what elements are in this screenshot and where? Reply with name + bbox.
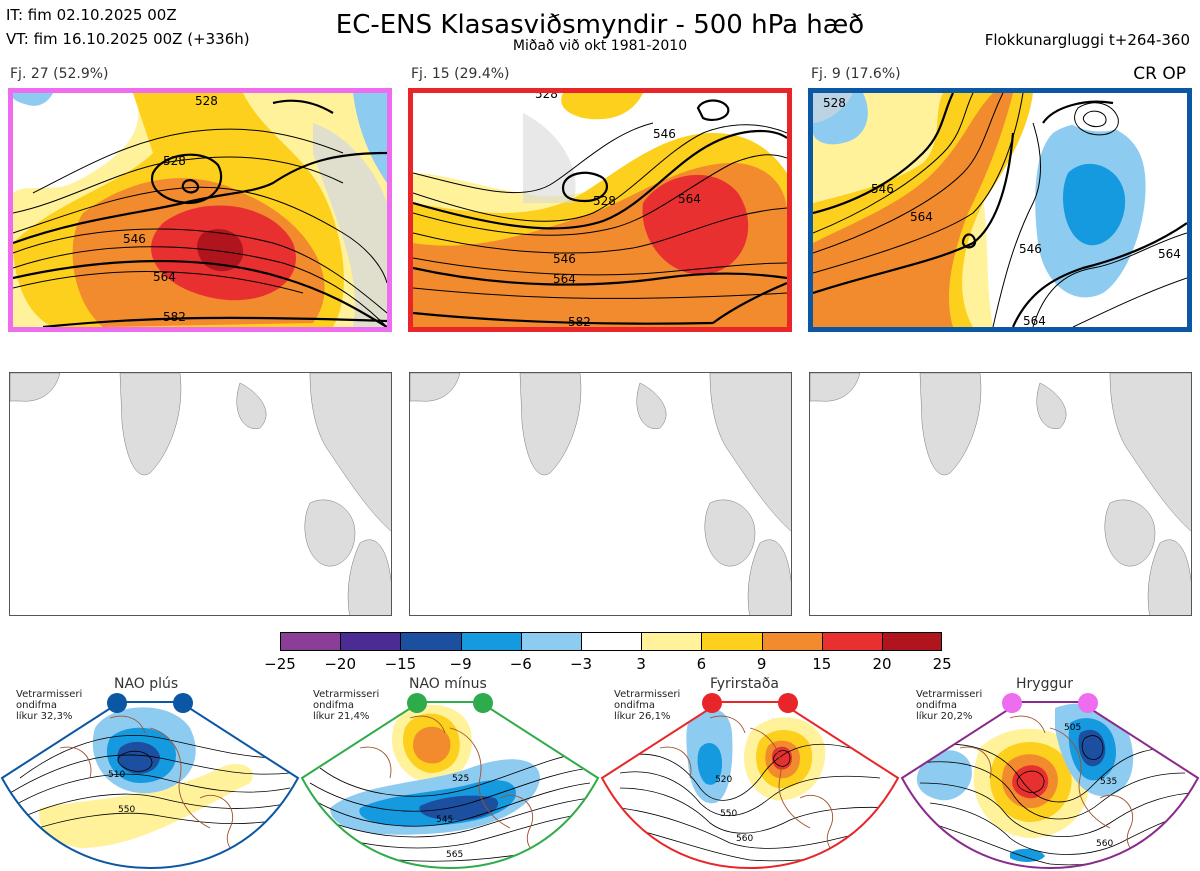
colorbar-tick-label: 6 (696, 655, 707, 673)
regime-1-stats: Vetrarmisseri ondifma líkur 32,3% (16, 689, 83, 722)
colorbar-tick-label: −25 (264, 655, 296, 673)
cluster-3-contour-564c: 564 (1158, 247, 1181, 261)
classification-window: Flokkunargluggi t+264-360 (984, 31, 1190, 49)
regime-4-stats: Vetrarmisseri ondifma líkur 20,2% (916, 689, 983, 722)
colorbar-cell (400, 632, 461, 651)
cluster-1-contour-528b: 528 (195, 94, 218, 108)
colorbar-cell (701, 632, 762, 651)
cluster-2-map[interactable]: 528 546 564 582 528 546 564 (408, 88, 792, 332)
base-map-1[interactable] (9, 372, 392, 616)
colorbar-tick-label: 3 (636, 655, 646, 673)
colorbar-cell (882, 632, 943, 651)
cluster-2-contour-528b: 528 (593, 194, 616, 208)
regime-1-map[interactable]: 510 550 (0, 688, 300, 871)
cluster-3-contour-528: 528 (823, 96, 846, 110)
regime-4-outline (900, 701, 1200, 870)
regime-4-map[interactable]: 505 535 560 (900, 688, 1200, 871)
colorbar-tick-label: −6 (509, 655, 532, 673)
colorbar-cell (581, 632, 642, 651)
cluster-1-contour-582: 582 (163, 310, 186, 324)
regime-1-contour-510: 510 (108, 770, 125, 780)
regime-2-outline (300, 701, 600, 870)
regime-1-title: NAO plús (114, 676, 179, 692)
colorbar-cell (460, 632, 521, 651)
regime-4-title: Hryggur (1016, 676, 1073, 692)
cluster-2-contour-582: 582 (568, 315, 591, 327)
initial-time: IT: fim 02.10.2025 00Z (6, 6, 177, 24)
control-run-tag: CR OP (1133, 64, 1186, 84)
colorbar-cell (340, 632, 401, 651)
cluster-3-contour-546b: 546 (1019, 242, 1042, 256)
colorbar-cell (641, 632, 702, 651)
cluster-2-contour-564b: 564 (678, 192, 701, 206)
regime-4-center-dot (1078, 693, 1098, 713)
cluster-2-label: Fj. 15 (29.4%) (411, 66, 510, 82)
regime-2-contour-525: 525 (452, 774, 469, 784)
cluster-1-map[interactable]: 528 546 564 582 528 (8, 88, 392, 332)
regime-3-title: Fyrirstaða (710, 676, 779, 692)
regime-3-center-dot (778, 693, 798, 713)
colorbar-tick-label: −3 (569, 655, 593, 673)
cluster-2-contour-528: 528 (535, 93, 558, 101)
colorbar-tick-label: −9 (449, 655, 472, 673)
base-map-3[interactable] (809, 372, 1192, 616)
regime-3-stats: Vetrarmisseri ondifma líkur 26,1% (614, 689, 681, 722)
cluster-1-contour-528: 528 (163, 154, 186, 168)
cluster-1-contour-564: 564 (153, 270, 176, 284)
regime-2-stats: Vetrarmisseri ondifma líkur 21,4% (313, 689, 380, 722)
cluster-3-contour-564b: 564 (1023, 314, 1046, 327)
regime-2-contour-565: 565 (446, 850, 463, 860)
colorbar-tick-label: 20 (872, 655, 892, 673)
regime-3-contour-560: 560 (736, 834, 753, 844)
colorbar-cell (280, 632, 341, 651)
colorbar-cell (821, 632, 882, 651)
regime-1-center-dot (107, 693, 127, 713)
regime-4-contour-535: 535 (1100, 777, 1117, 787)
valid-time: VT: fim 16.10.2025 00Z (+336h) (6, 30, 250, 48)
colorbar-tick-label: 9 (756, 655, 767, 673)
base-map-2[interactable] (409, 372, 792, 616)
colorbar-tick-label: −20 (324, 655, 357, 673)
cluster-2-contour-564: 564 (553, 272, 576, 286)
cluster-2-contour-546: 546 (553, 252, 576, 266)
cluster-3-contour-546: 546 (871, 182, 894, 196)
regime-3-outline (600, 701, 900, 870)
regime-1-contour-550: 550 (118, 805, 135, 815)
colorbar-tick-label: 25 (932, 655, 952, 673)
cluster-3-map[interactable]: 528 546 564 564 546 564 (808, 88, 1192, 332)
colorbar-cell (520, 632, 581, 651)
cluster-3-contour-564: 564 (910, 210, 933, 224)
regime-3-contour-520: 520 (715, 775, 732, 785)
regime-3-center-dot (702, 693, 722, 713)
cluster-1-label: Fj. 27 (52.9%) (10, 66, 109, 82)
cluster-3-label: Fj. 9 (17.6%) (811, 66, 901, 82)
page-title: EC-ENS Klasasviðsmyndir - 500 hPa hæð (335, 10, 865, 40)
cluster-2-contour-546b: 546 (653, 127, 676, 141)
regime-2-center-dot (473, 693, 493, 713)
regime-1-center-dot (173, 693, 193, 713)
page-subtitle: Miðað við okt 1981-2010 (512, 38, 688, 54)
regime-1-outline (0, 701, 300, 870)
colorbar-tick-label: 15 (812, 655, 832, 673)
regime-2-title: NAO mínus (409, 676, 487, 692)
regime-2-map[interactable]: 525 545 565 (300, 688, 600, 871)
regime-2-contour-545: 545 (436, 815, 453, 825)
cluster-1-contour-546: 546 (123, 232, 146, 246)
colorbar-cell (761, 632, 822, 651)
colorbar-tick-label: −15 (384, 655, 417, 673)
regime-4-contour-505: 505 (1064, 723, 1081, 733)
regime-3-contour-550: 550 (720, 809, 737, 819)
regime-3-map[interactable]: 520 550 560 (600, 688, 900, 871)
regime-4-center-dot (1002, 693, 1022, 713)
regime-4-contour-560: 560 (1096, 839, 1113, 849)
regime-2-center-dot (407, 693, 427, 713)
